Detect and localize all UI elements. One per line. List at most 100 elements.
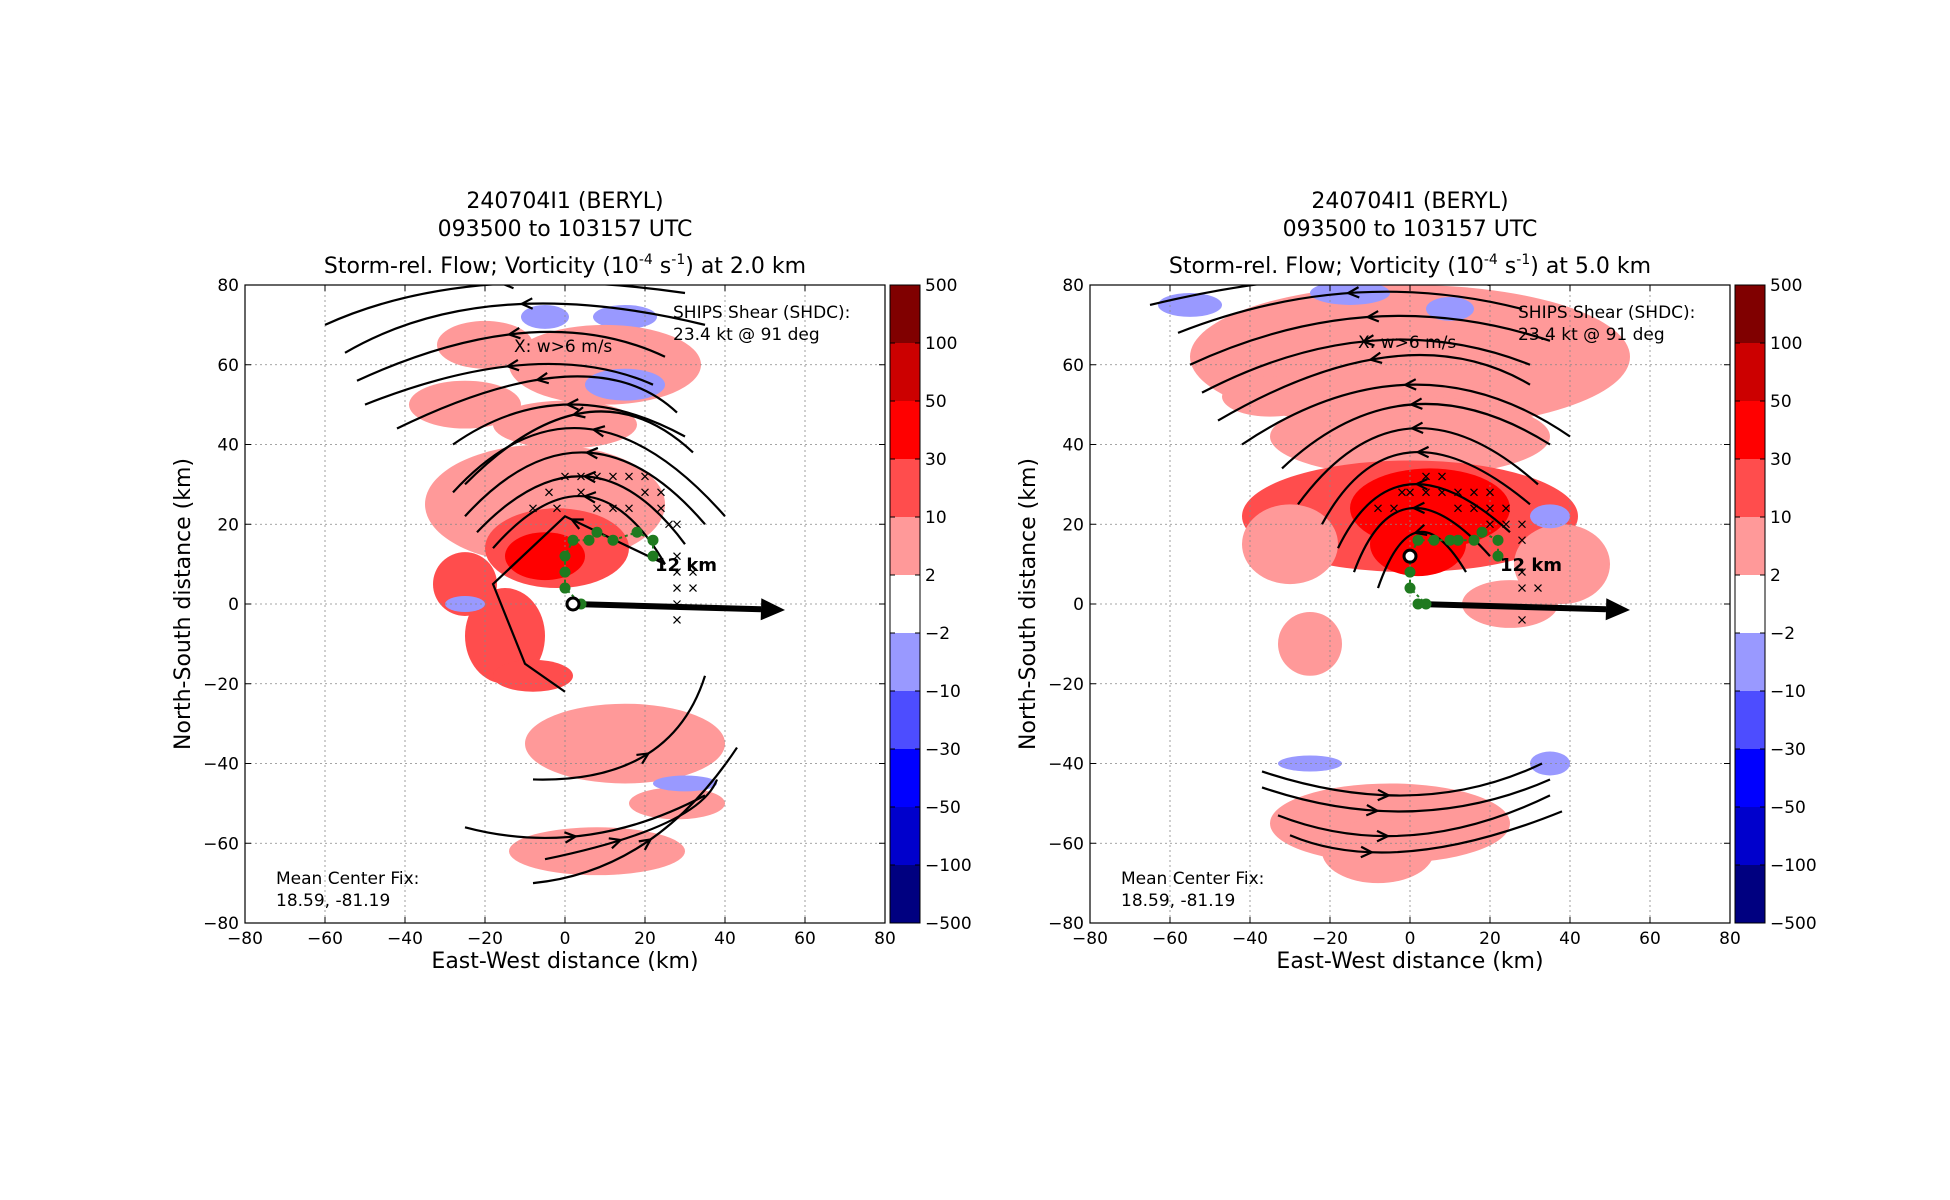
streamline-arrow bbox=[582, 470, 597, 484]
colorbar-label: −10 bbox=[1770, 682, 1806, 702]
vorticity-blob bbox=[1530, 504, 1570, 529]
x-axis-label: East-West distance (km) bbox=[1276, 949, 1543, 974]
y-tick-label: 0 bbox=[1073, 595, 1084, 615]
updraft-marker bbox=[577, 472, 585, 481]
colorbar-segment bbox=[890, 459, 920, 518]
vorticity-blob bbox=[1278, 611, 1342, 676]
x-tick-label: −40 bbox=[1232, 929, 1268, 949]
colorbar-segment bbox=[1735, 517, 1765, 576]
x-tick-label: −20 bbox=[467, 929, 503, 949]
y-tick-label: −20 bbox=[203, 675, 239, 695]
colorbar-label: 500 bbox=[925, 276, 957, 296]
center-track bbox=[1402, 526, 1504, 610]
chart-title-exp1: -4 bbox=[639, 252, 653, 268]
updraft-marker bbox=[641, 472, 649, 481]
chart-title-prefix: Storm-rel. Flow; Vorticity (10 bbox=[1169, 254, 1484, 279]
colorbar-label: −30 bbox=[1770, 740, 1806, 760]
y-tick-label: 40 bbox=[217, 436, 239, 456]
colorbar-label: 30 bbox=[1770, 450, 1792, 470]
y-axis-ticks: 80 60 40 20 0 −20 −40 −60 −80 bbox=[1048, 276, 1730, 934]
updraft-marker bbox=[625, 472, 633, 481]
center-fix-point bbox=[567, 534, 579, 546]
center-fix-point bbox=[1428, 534, 1440, 546]
updraft-marker bbox=[689, 568, 697, 577]
colorbar-segment bbox=[1735, 691, 1765, 750]
streamline bbox=[1321, 451, 1531, 525]
updraft-marker bbox=[1518, 616, 1526, 624]
colorbar: 500 100 50 30 10 2 −2 −10 −30 −50 −100 −500 bbox=[889, 276, 972, 934]
updraft-marker bbox=[1422, 488, 1430, 497]
y-tick-label: −80 bbox=[203, 914, 239, 934]
updraft-marker bbox=[1390, 504, 1398, 513]
streamline-arrow bbox=[519, 297, 534, 310]
streamline bbox=[1217, 353, 1531, 422]
vorticity-blob bbox=[493, 659, 573, 692]
chart-title-exp1: -4 bbox=[1484, 252, 1498, 268]
colorbar-segment bbox=[890, 633, 920, 692]
colorbar-label: −30 bbox=[925, 740, 961, 760]
x-tick-label: 60 bbox=[1639, 929, 1661, 949]
streamline-arrow bbox=[636, 752, 651, 765]
streamline-arrow bbox=[590, 425, 606, 438]
colorbar-segment bbox=[890, 691, 920, 750]
colorbar-segment bbox=[1735, 401, 1765, 460]
center-fix-point bbox=[559, 582, 571, 594]
streamline-arrow bbox=[569, 518, 584, 530]
colorbar-frame bbox=[889, 284, 921, 924]
y-tick-label: 60 bbox=[1062, 356, 1084, 376]
colorbar-label: 30 bbox=[925, 450, 947, 470]
updraft-legend: X: w>6 m/s bbox=[1358, 333, 1456, 353]
center-fix-line1: Mean Center Fix: bbox=[1121, 869, 1264, 889]
updraft-marker bbox=[1518, 584, 1526, 592]
streamline bbox=[1337, 483, 1511, 549]
center-fix-point bbox=[1476, 526, 1488, 538]
shear-label-line1: SHIPS Shear (SHDC): bbox=[673, 303, 850, 323]
chart-title-line3: Storm-rel. Flow; Vorticity (10-4 s-1) at… bbox=[1169, 252, 1651, 279]
updraft-marker bbox=[641, 488, 649, 497]
streamline bbox=[344, 302, 706, 354]
streamline bbox=[1261, 778, 1551, 813]
center-fix-point bbox=[647, 534, 659, 546]
streamline-arrow bbox=[608, 837, 624, 850]
y-tick-label: 20 bbox=[1062, 515, 1084, 535]
streamline-arrow bbox=[571, 406, 586, 419]
streamline-arrow bbox=[1365, 804, 1380, 817]
colorbar-segment bbox=[1735, 285, 1765, 344]
updraft-marker bbox=[625, 504, 633, 513]
updraft-marker bbox=[673, 584, 681, 592]
streamline-arrow bbox=[1365, 310, 1380, 323]
colorbar-segment bbox=[1735, 459, 1765, 518]
streamline-arrow bbox=[1409, 421, 1424, 434]
shear-vector bbox=[572, 598, 785, 621]
colorbar: 500 100 50 30 10 2 −2 −10 −30 −50 −100 −500 bbox=[1734, 276, 1817, 934]
updraft-marker bbox=[665, 520, 673, 529]
updraft-marker bbox=[657, 504, 665, 513]
y-axis-label: North-South distance (km) bbox=[1016, 458, 1041, 750]
x-tick-label: −80 bbox=[227, 929, 263, 949]
shear-vector bbox=[1417, 598, 1630, 621]
vorticity-blob bbox=[1514, 524, 1610, 604]
streamline bbox=[1289, 810, 1563, 854]
updraft-markers bbox=[1374, 472, 1542, 624]
streamline-arrow bbox=[506, 327, 521, 340]
streamline bbox=[356, 330, 666, 382]
streamline-arrow bbox=[1411, 501, 1426, 515]
center-fix-line2: 18.59, -81.19 bbox=[276, 891, 390, 911]
chart-title-mid: s bbox=[653, 254, 671, 279]
colorbar-label: 100 bbox=[1770, 334, 1802, 354]
colorbar-label: −10 bbox=[925, 682, 961, 702]
colorbar-label: 500 bbox=[1770, 276, 1802, 296]
y-axis-ticks: 80 60 40 20 0 −20 −40 −60 −80 bbox=[203, 276, 885, 934]
x-tick-label: −80 bbox=[1072, 929, 1108, 949]
streamline-arrow bbox=[1408, 397, 1423, 410]
center-fix-point bbox=[1492, 534, 1504, 546]
x-axis-ticks: −80 −60 −40 −20 0 20 40 60 80 bbox=[1072, 285, 1741, 949]
updraft-marker bbox=[1422, 472, 1430, 481]
vorticity-blob bbox=[1242, 504, 1338, 585]
panel-5km: 240704I1 (BERYL) 093500 to 103157 UTC St… bbox=[1016, 189, 1817, 974]
chart-title-line1: 240704I1 (BERYL) bbox=[466, 189, 663, 214]
updraft-marker bbox=[1518, 568, 1526, 577]
updraft-marker bbox=[1534, 584, 1542, 592]
y-tick-label: −40 bbox=[203, 755, 239, 775]
chart-title-exp2: -1 bbox=[1516, 252, 1530, 268]
